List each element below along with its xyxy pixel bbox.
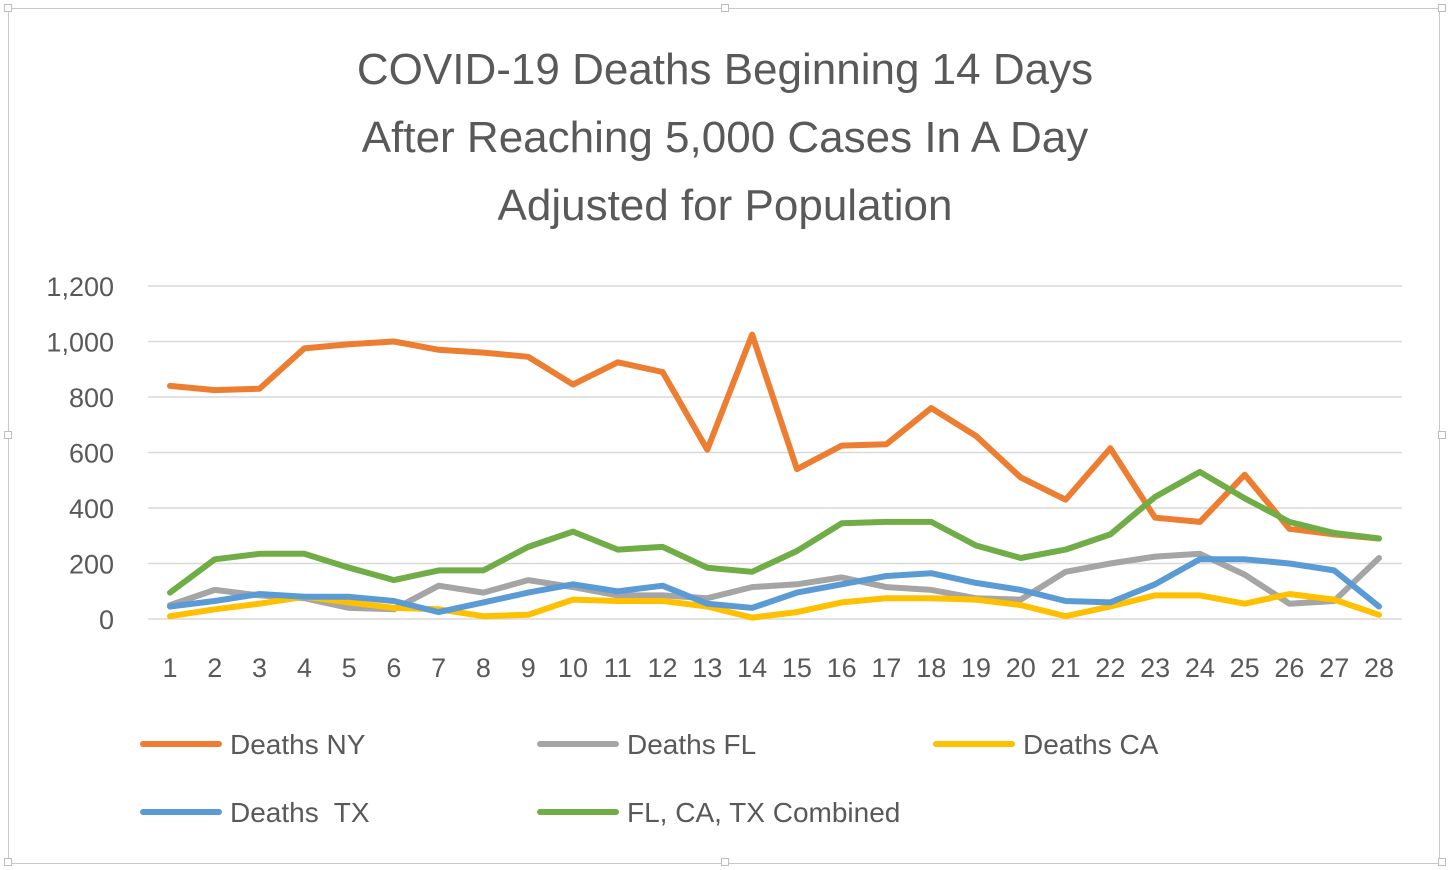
legend-label-3: Deaths CA	[1023, 729, 1159, 760]
resize-handle-bottom-center[interactable]	[721, 858, 729, 866]
resize-handle-middle-right[interactable]	[1438, 431, 1446, 439]
resize-handle-top-center[interactable]	[721, 4, 729, 12]
x-tick-label-1: 1	[162, 653, 177, 683]
x-tick-label-18: 18	[916, 653, 946, 683]
y-tick-label-400: 400	[69, 494, 114, 524]
x-tick-label-25: 25	[1230, 653, 1260, 683]
x-tick-label-21: 21	[1051, 653, 1081, 683]
series-line-4	[167, 556, 1382, 616]
y-tick-label-800: 800	[69, 383, 114, 413]
y-tick-label-1000: 1,000	[46, 328, 114, 358]
resize-handle-top-left[interactable]	[4, 4, 12, 12]
x-tick-label-13: 13	[692, 653, 722, 683]
resize-handle-bottom-left[interactable]	[4, 858, 12, 866]
x-tick-label-20: 20	[1006, 653, 1036, 683]
x-tick-label-26: 26	[1274, 653, 1304, 683]
x-tick-label-10: 10	[558, 653, 588, 683]
x-tick-label-9: 9	[521, 653, 536, 683]
x-tick-label-6: 6	[386, 653, 401, 683]
x-tick-label-16: 16	[827, 653, 857, 683]
y-tick-label-0: 0	[99, 605, 114, 635]
y-tick-label-600: 600	[69, 439, 114, 469]
resize-handle-top-right[interactable]	[1438, 4, 1446, 12]
chart-frame	[8, 8, 1440, 864]
y-tick-label-1200: 1,200	[46, 272, 114, 302]
x-tick-label-17: 17	[871, 653, 901, 683]
x-tick-label-12: 12	[648, 653, 678, 683]
x-tick-label-28: 28	[1364, 653, 1394, 683]
x-tick-label-3: 3	[252, 653, 267, 683]
x-tick-label-2: 2	[207, 653, 222, 683]
x-tick-label-14: 14	[737, 653, 767, 683]
x-tick-label-5: 5	[342, 653, 357, 683]
x-tick-label-23: 23	[1140, 653, 1170, 683]
x-tick-label-22: 22	[1095, 653, 1125, 683]
y-tick-label-200: 200	[69, 550, 114, 580]
chart-title-line-1: COVID-19 Deaths Beginning 14 Days	[356, 45, 1094, 94]
x-tick-label-19: 19	[961, 653, 991, 683]
series-line-2	[167, 550, 1382, 613]
legend-label-4: Deaths TX	[230, 797, 370, 828]
legend-label-5: FL, CA, TX Combined	[627, 797, 900, 828]
x-tick-label-8: 8	[476, 653, 491, 683]
series-line-1	[167, 331, 1382, 542]
x-tick-label-11: 11	[604, 653, 632, 683]
resize-handle-bottom-right[interactable]	[1438, 858, 1446, 866]
chart-title-line-3: Adjusted for Population	[497, 181, 953, 230]
x-tick-label-7: 7	[431, 653, 446, 683]
chart-title-line-2: After Reaching 5,000 Cases In A Day	[361, 113, 1089, 162]
resize-handle-middle-left[interactable]	[4, 431, 12, 439]
x-tick-label-4: 4	[297, 653, 312, 683]
x-tick-label-15: 15	[782, 653, 812, 683]
series-line-5	[167, 468, 1382, 596]
legend-label-2: Deaths FL	[627, 729, 756, 760]
x-tick-label-27: 27	[1319, 653, 1349, 683]
series-line-3	[167, 591, 1382, 621]
x-tick-label-24: 24	[1185, 653, 1215, 683]
legend-label-1: Deaths NY	[230, 729, 366, 760]
